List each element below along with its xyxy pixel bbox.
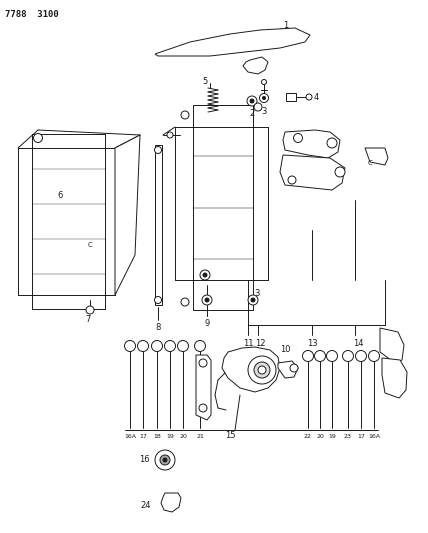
Text: 5: 5 [202,77,208,85]
Circle shape [254,103,262,111]
Text: 4: 4 [313,93,318,101]
Circle shape [327,138,337,148]
Circle shape [342,351,354,361]
Circle shape [262,79,267,85]
Text: 17: 17 [357,434,365,440]
Circle shape [199,404,207,412]
Text: 8: 8 [155,322,160,332]
Polygon shape [365,148,388,165]
Polygon shape [382,358,407,398]
Text: 1: 1 [283,21,288,30]
Text: 18: 18 [153,434,161,440]
Circle shape [155,147,161,154]
Circle shape [163,458,167,462]
Text: 10: 10 [280,345,290,354]
Polygon shape [196,355,211,420]
Circle shape [356,351,366,361]
Circle shape [202,295,212,305]
Circle shape [178,341,188,351]
Text: 7: 7 [85,316,91,325]
Circle shape [152,341,163,351]
Circle shape [203,273,207,277]
Circle shape [181,298,189,306]
Circle shape [181,111,189,119]
Text: 9: 9 [205,319,210,327]
Circle shape [254,362,270,378]
Circle shape [164,341,175,351]
Circle shape [250,99,254,103]
Circle shape [248,295,258,305]
Polygon shape [278,361,298,378]
Text: 14: 14 [353,338,363,348]
Text: 16A: 16A [368,434,380,440]
Circle shape [200,270,210,280]
Circle shape [137,341,149,351]
Circle shape [248,356,276,384]
Text: 19: 19 [166,434,174,440]
Text: 20: 20 [316,434,324,440]
Circle shape [167,132,173,138]
Text: 7788  3100: 7788 3100 [5,10,59,19]
Circle shape [327,351,338,361]
Circle shape [155,296,161,303]
Text: 3: 3 [262,108,267,117]
Circle shape [262,96,265,100]
Circle shape [259,93,268,102]
Circle shape [290,364,298,372]
Text: 20: 20 [179,434,187,440]
Polygon shape [115,135,140,295]
Text: 2: 2 [250,109,255,117]
Polygon shape [243,57,268,74]
Text: 19: 19 [328,434,336,440]
Polygon shape [280,155,345,190]
Polygon shape [161,493,181,512]
Circle shape [86,306,94,314]
Circle shape [258,366,266,374]
Text: 16: 16 [140,456,150,464]
Circle shape [335,167,345,177]
Circle shape [369,351,380,361]
Circle shape [125,341,136,351]
Text: 24: 24 [140,500,151,510]
Circle shape [160,455,170,465]
Circle shape [306,94,312,100]
FancyBboxPatch shape [155,145,162,305]
Circle shape [251,298,255,302]
Polygon shape [380,328,404,363]
Text: 12: 12 [255,338,265,348]
Circle shape [247,96,257,106]
Circle shape [303,351,313,361]
FancyBboxPatch shape [286,93,296,101]
Text: 23: 23 [344,434,352,440]
Circle shape [194,341,205,351]
Text: 22: 22 [304,434,312,440]
Circle shape [155,450,175,470]
Circle shape [294,133,303,142]
Text: 16A: 16A [124,434,136,440]
Circle shape [199,359,207,367]
Text: 17: 17 [139,434,147,440]
Text: 6: 6 [57,190,62,199]
Text: 11: 11 [243,338,253,348]
Circle shape [33,133,42,142]
Circle shape [315,351,326,361]
Circle shape [205,298,209,302]
Polygon shape [283,130,340,158]
Text: C: C [368,160,372,166]
Polygon shape [155,28,310,56]
Polygon shape [222,347,280,392]
Text: 13: 13 [307,338,317,348]
Text: C: C [88,242,92,248]
Text: 15: 15 [225,432,235,440]
Text: 3: 3 [254,288,260,297]
Circle shape [288,176,296,184]
Text: 21: 21 [196,434,204,440]
